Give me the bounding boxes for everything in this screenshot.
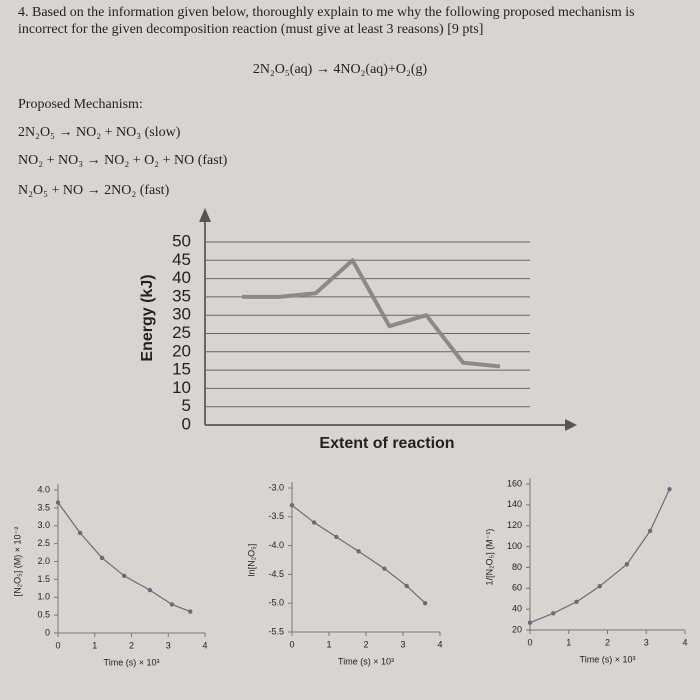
y-axis-label: 1/[N₂O₅] (M⁻¹) [484, 529, 494, 586]
x-tick-label: 2 [129, 640, 134, 650]
y-tick-label: 0.5 [37, 610, 50, 620]
x-tick-label: 1 [326, 639, 331, 649]
x-tick-label: 3 [644, 637, 649, 647]
y-tick-label: 1.0 [37, 592, 50, 602]
y-tick-label: 10 [172, 378, 191, 397]
data-point [289, 503, 295, 508]
x-axis-label: Time (s) × 10³ [338, 656, 394, 666]
data-point [188, 609, 193, 614]
data-point [667, 487, 672, 492]
y-tick-label: 25 [172, 323, 191, 342]
data-point [624, 562, 630, 567]
y-tick-label: 1.5 [37, 574, 50, 584]
x-tick-label: 4 [202, 640, 207, 650]
y-tick-label: 40 [512, 604, 522, 614]
x-tick-label: 1 [566, 637, 571, 647]
data-point [356, 549, 361, 554]
y-tick-label: 20 [512, 624, 522, 634]
mechanism-step: NO₂ + NO₃ → NO₂ + O₂ + NO (fast) [18, 153, 228, 168]
y-tick-label: -3.0 [268, 482, 284, 492]
y-tick-label: 5 [182, 396, 191, 415]
y-tick-label: -4.0 [268, 540, 284, 550]
data-point [597, 584, 602, 589]
data-point [404, 583, 409, 589]
data-point [169, 602, 175, 607]
y-axis-label: [N₂O₅] (M) × 10⁻² [12, 527, 22, 597]
data-point [574, 599, 579, 605]
data-point [77, 530, 83, 536]
y-tick-label: 80 [512, 562, 522, 572]
data-point [121, 573, 127, 578]
x-tick-label: 2 [605, 637, 610, 647]
data-point [647, 528, 653, 534]
x-tick-label: 0 [55, 640, 60, 650]
mechanism-step: N₂O₅ + NO → 2NO₂ (fast) [18, 183, 170, 198]
question-box: 4. Based on the information given below,… [18, 5, 635, 37]
y-axis-label: Energy (kJ) [139, 274, 156, 361]
y-tick-label: -4.5 [268, 569, 284, 579]
y-tick-label: -3.5 [268, 511, 284, 521]
x-axis-label: Time (s) × 10³ [104, 657, 160, 667]
y-tick-label: 0 [182, 414, 191, 433]
y-tick-label: 45 [172, 250, 191, 269]
y-tick-label: 15 [172, 360, 191, 379]
x-tick-label: 0 [289, 639, 294, 649]
data-point [551, 611, 556, 616]
x-tick-label: 0 [527, 637, 532, 647]
x-tick-label: 2 [363, 639, 368, 649]
y-axis-label: ln[N₂O₅] [246, 544, 256, 577]
y-tick-label: 140 [507, 499, 522, 509]
y-axis-arrow [199, 208, 211, 222]
question: 4. Based on the information given below,… [18, 5, 635, 37]
y-tick-label: 2.0 [37, 556, 50, 566]
mechanism-step: 2N₂O₅ → NO₂ + NO₃ (slow) [18, 125, 181, 140]
x-tick-label: 4 [682, 637, 687, 647]
y-tick-label: 160 [507, 478, 522, 488]
reaction: 2N₂O₅(aq) → 4NO₂(aq)+O₂(g) [253, 62, 428, 77]
y-tick-label: 50 [172, 231, 191, 250]
data-point [147, 587, 153, 593]
x-tick-label: 3 [400, 639, 405, 649]
data-point [312, 520, 317, 525]
x-tick-label: 4 [437, 639, 442, 649]
x-tick-label: 3 [166, 640, 171, 650]
data-point [55, 500, 61, 505]
y-tick-label: -5.0 [268, 598, 284, 608]
y-tick-label: 20 [172, 341, 191, 360]
y-tick-label: 35 [172, 286, 191, 305]
y-tick-label: 3.5 [37, 502, 50, 512]
y-tick-label: 2.5 [37, 538, 50, 548]
x-axis-label: Extent of reaction [319, 435, 454, 452]
y-tick-label: 100 [507, 541, 522, 551]
y-tick-label: 120 [507, 520, 522, 530]
data-point [99, 555, 105, 561]
x-tick-label: 1 [92, 640, 97, 650]
data-point [527, 620, 533, 625]
y-tick-label: 30 [172, 305, 191, 324]
data-point [334, 534, 339, 540]
y-tick-label: 4.0 [37, 484, 50, 494]
data-point [423, 601, 428, 606]
mechanism-heading: Proposed Mechanism: [18, 97, 143, 112]
y-tick-label: 40 [172, 268, 191, 287]
data-point [382, 566, 387, 571]
y-tick-label: -5.5 [268, 626, 284, 636]
y-tick-label: 3.0 [37, 520, 50, 530]
x-axis-arrow [565, 419, 577, 431]
data-line [242, 258, 501, 369]
x-axis-label: Time (s) × 10³ [580, 654, 636, 664]
y-tick-label: 60 [512, 583, 522, 593]
y-tick-label: 0 [45, 627, 50, 637]
